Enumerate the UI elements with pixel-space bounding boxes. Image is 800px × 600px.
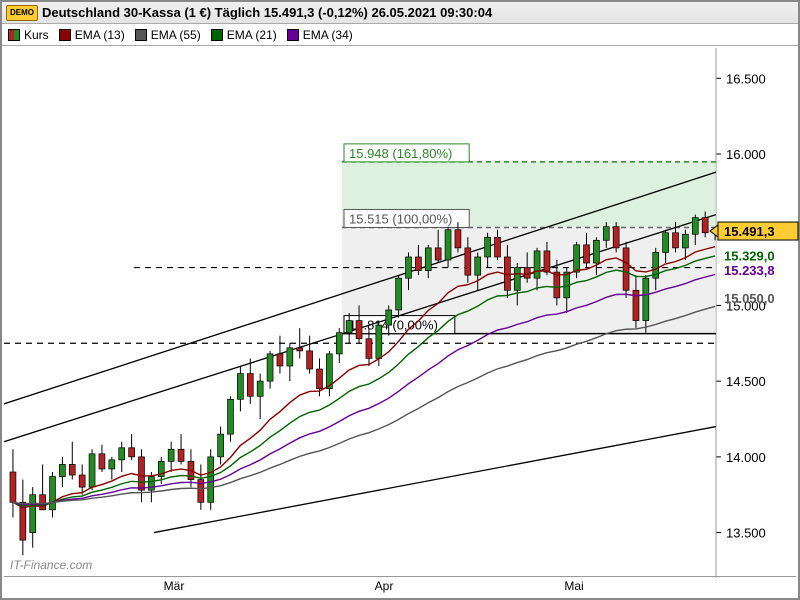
svg-text:15.491,3: 15.491,3 <box>724 224 775 239</box>
x-tick-label: Mai <box>564 579 583 593</box>
svg-text:16.500: 16.500 <box>726 71 766 86</box>
legend-item: Kurs <box>8 28 49 42</box>
svg-text:15.329,0: 15.329,0 <box>724 249 775 264</box>
chart-window: DEMO Deutschland 30-Kassa (1 €) Täglich … <box>0 0 800 600</box>
svg-text:16.000: 16.000 <box>726 147 766 162</box>
x-tick-label: Apr <box>375 579 394 593</box>
svg-text:13.500: 13.500 <box>726 526 766 541</box>
legend-item: EMA (34) <box>287 28 353 42</box>
chart-title: Deutschland 30-Kassa (1 €) Täglich 15.49… <box>42 5 492 20</box>
legend-bar: Kurs EMA (13) EMA (55) EMA (21) EMA (34) <box>2 24 798 46</box>
watermark: IT-Finance.com <box>10 558 92 572</box>
x-axis: Mär Apr Mai <box>4 576 796 596</box>
legend-item: EMA (13) <box>59 28 125 42</box>
svg-text:14.000: 14.000 <box>726 450 766 465</box>
legend-item: EMA (55) <box>135 28 201 42</box>
svg-text:15.233,8: 15.233,8 <box>724 263 775 278</box>
chart-svg: 13.50014.00014.50015.00015.50016.00016.5… <box>4 48 800 578</box>
legend-item: EMA (21) <box>211 28 277 42</box>
svg-text:15.050,0: 15.050,0 <box>724 291 775 306</box>
chart-header: DEMO Deutschland 30-Kassa (1 €) Täglich … <box>2 2 798 24</box>
svg-text:15.515 (100,00%): 15.515 (100,00%) <box>349 211 452 226</box>
svg-text:14.500: 14.500 <box>726 374 766 389</box>
svg-text:15.948 (161,80%): 15.948 (161,80%) <box>349 146 452 161</box>
demo-badge-icon: DEMO <box>6 5 38 21</box>
x-tick-label: Mär <box>164 579 185 593</box>
plot-area[interactable]: 13.50014.00014.50015.00015.50016.00016.5… <box>4 48 796 576</box>
